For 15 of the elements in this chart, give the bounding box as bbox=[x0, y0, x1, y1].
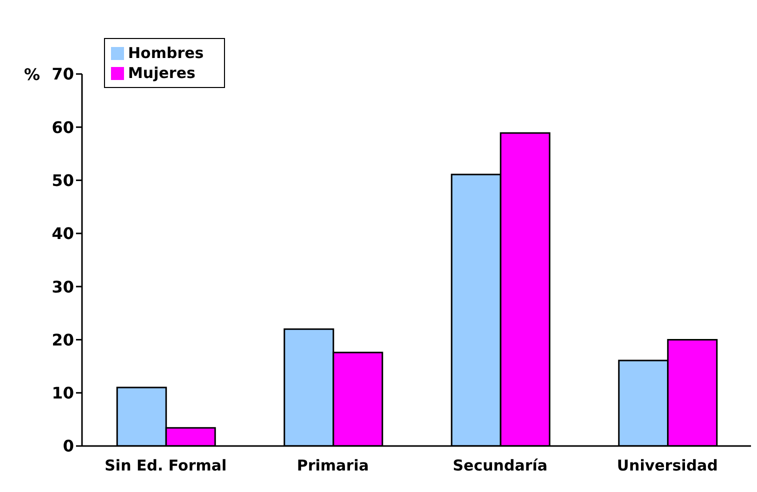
x-tick-label: Secundaría bbox=[452, 456, 548, 475]
x-tick-label: Sin Ed. Formal bbox=[104, 456, 227, 475]
y-tick-label: 40 bbox=[52, 224, 74, 244]
y-tick-label: 70 bbox=[52, 64, 74, 84]
y-tick-label: 50 bbox=[52, 170, 74, 190]
y-tick-label: 60 bbox=[52, 118, 74, 137]
y-tick-label: 20 bbox=[52, 330, 74, 350]
y-axis-title: % bbox=[24, 65, 40, 84]
y-tick-label: 10 bbox=[52, 384, 74, 403]
y-tick-label: 30 bbox=[52, 277, 74, 296]
x-tick-label: Universidad bbox=[616, 456, 718, 475]
legend-label: Mujeres bbox=[128, 64, 196, 82]
y-tick-label: 0 bbox=[62, 436, 74, 456]
legend-label: Hombres bbox=[128, 44, 204, 62]
x-tick-label: Primaria bbox=[296, 456, 369, 475]
